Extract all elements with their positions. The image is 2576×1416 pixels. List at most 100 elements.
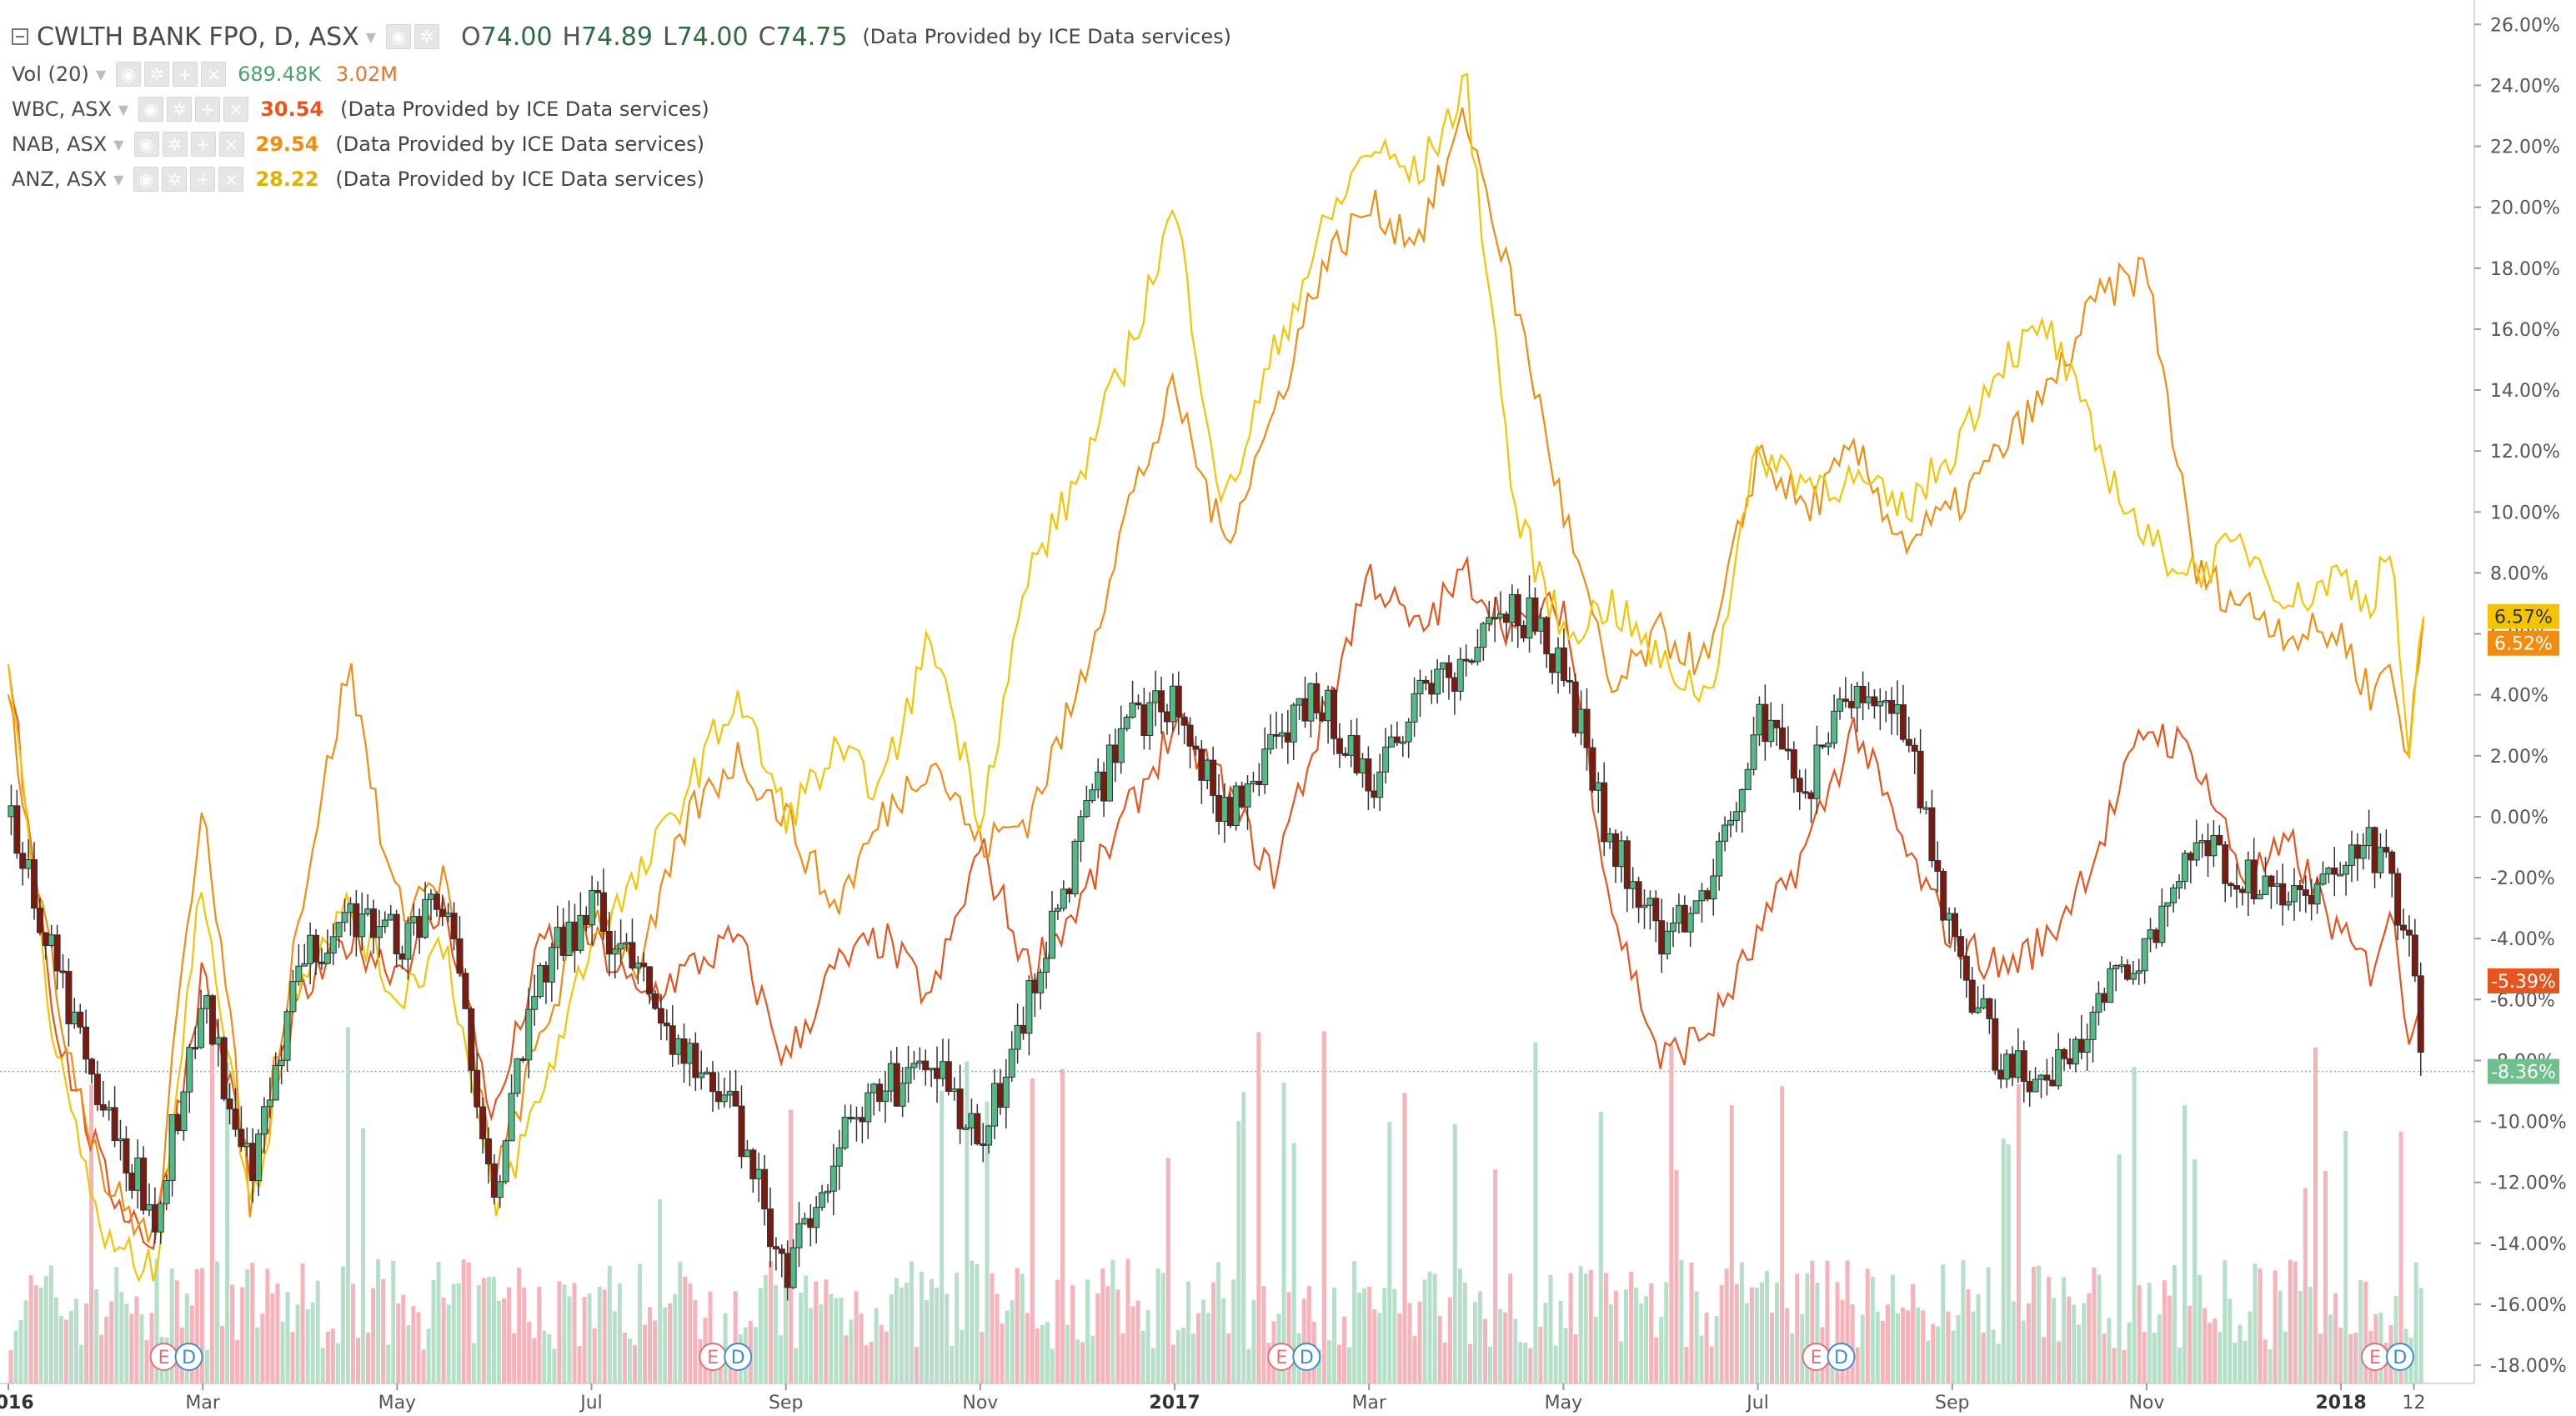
main-series-title[interactable]: CWLTH BANK FPO, D, ASX	[37, 22, 359, 52]
compare-title[interactable]: NAB, ASX	[12, 133, 108, 156]
dividend-event-circle[interactable]	[174, 1343, 203, 1371]
earnings-event-marker[interactable]: E	[1802, 1343, 1831, 1371]
legend-main-series[interactable]: CWLTH BANK FPO, D, ASX ▼ ◉ ✲ O 74.00 H 74.…	[12, 17, 1231, 57]
dividend-event-letter[interactable]: D	[731, 1348, 745, 1368]
volume-bar	[1085, 1279, 1090, 1383]
candle-body	[168, 1113, 176, 1181]
legend-volume[interactable]: Vol (20) ▼ ◉ ✲ + × 689.48K 3.02M	[12, 57, 1231, 92]
dividend-event-letter[interactable]: D	[1834, 1348, 1848, 1368]
earnings-event-marker[interactable]: E	[699, 1343, 728, 1371]
y-axis[interactable]: 26.00% 24.00% 22.00% 20.00% 18.00% 16.00% 14.0…	[2474, 15, 2567, 1377]
chevron-down-icon[interactable]: ▼	[365, 28, 377, 45]
volume-bar	[63, 1319, 68, 1383]
candle-body	[1497, 613, 1505, 618]
close-icon[interactable]: ×	[218, 167, 244, 192]
volume-bar	[1075, 1339, 1080, 1383]
volume-bar	[1392, 1288, 1397, 1383]
volume-bar	[1251, 1299, 1256, 1383]
candle-body	[2066, 1058, 2073, 1065]
gear-icon[interactable]: ✲	[162, 132, 188, 157]
candle-body	[1065, 888, 1073, 894]
plus-icon[interactable]: +	[195, 97, 221, 122]
chevron-down-icon[interactable]: ▼	[113, 136, 124, 153]
price-tag-label: -5.39%	[2491, 972, 2556, 993]
dividend-event-marker[interactable]: D	[1292, 1343, 1321, 1371]
chevron-down-icon[interactable]: ▼	[118, 101, 129, 118]
candle-body	[950, 1088, 958, 1093]
volume-bar	[1966, 1288, 1971, 1383]
volume-bar	[2097, 1274, 2102, 1383]
dividend-event-marker[interactable]: D	[2385, 1343, 2414, 1371]
compare-title[interactable]: WBC, ASX	[12, 98, 112, 121]
dividend-event-marker[interactable]: D	[724, 1343, 753, 1371]
earnings-event-marker[interactable]: E	[1267, 1343, 1296, 1371]
eye-icon[interactable]: ◉	[138, 97, 164, 122]
volume-bar	[582, 1297, 587, 1383]
volume-bar	[1956, 1314, 1961, 1383]
volume-bar	[2122, 1349, 2127, 1383]
compare-title[interactable]: ANZ, ASX	[12, 168, 108, 191]
plus-icon[interactable]: +	[173, 62, 198, 87]
dividend-event-marker[interactable]: D	[174, 1343, 203, 1371]
x-axis[interactable]: 2016 Mar May Jul Sep Nov 2017 Mar May Jul Sep Nov 20…	[0, 1383, 2426, 1413]
eye-icon[interactable]: ◉	[133, 167, 159, 192]
collapse-legend-icon[interactable]	[12, 28, 28, 45]
dividend-event-letter[interactable]: D	[182, 1348, 196, 1368]
earnings-event-letter[interactable]: E	[1275, 1348, 1287, 1368]
chevron-down-icon[interactable]: ▼	[95, 66, 107, 83]
eye-icon[interactable]: ◉	[386, 24, 412, 49]
legend-compare-anz[interactable]: ANZ, ASX ▼ ◉ ✲ + × 28.22 (Data Provided …	[12, 162, 1231, 197]
volume-bar	[904, 1283, 909, 1383]
volume-bar	[1714, 1316, 1719, 1383]
candle-body	[2228, 883, 2235, 887]
candle-body	[623, 942, 630, 945]
close-icon[interactable]: ×	[223, 97, 249, 122]
plus-icon[interactable]: +	[190, 167, 216, 192]
gear-icon[interactable]: ✲	[162, 167, 188, 192]
eye-icon[interactable]: ◉	[133, 132, 159, 157]
volume-bar	[235, 1339, 240, 1383]
dividend-event-letter[interactable]: D	[2393, 1348, 2407, 1368]
candle-body	[1284, 732, 1291, 743]
eye-icon[interactable]: ◉	[116, 62, 142, 87]
dividend-event-circle[interactable]	[1292, 1343, 1321, 1371]
candle-body	[577, 914, 584, 951]
close-icon[interactable]: ×	[201, 62, 227, 87]
earnings-event-letter[interactable]: E	[707, 1348, 719, 1368]
earnings-event-letter[interactable]: E	[2369, 1348, 2381, 1368]
price-tag-box	[2488, 968, 2559, 993]
gear-icon[interactable]: ✲	[144, 62, 170, 87]
earnings-event-letter[interactable]: E	[1811, 1348, 1822, 1368]
candle-body	[2417, 975, 2424, 1053]
legend-compare-nab[interactable]: NAB, ASX ▼ ◉ ✲ + × 29.54 (Data Provided …	[12, 127, 1231, 162]
y-tick-label: 26.00%	[2490, 15, 2560, 36]
plus-icon[interactable]: +	[190, 132, 216, 157]
volume-value: 689.48K	[238, 63, 321, 86]
earnings-event-letter[interactable]: E	[158, 1348, 170, 1368]
gear-icon[interactable]: ✲	[414, 24, 440, 49]
dividend-event-circle[interactable]	[724, 1343, 753, 1371]
earnings-event-marker[interactable]: E	[2360, 1343, 2389, 1371]
candle-body	[1180, 716, 1188, 726]
close-icon[interactable]: ×	[218, 132, 244, 157]
legend-compare-wbc[interactable]: WBC, ASX ▼ ◉ ✲ + × 30.54 (Data Provided …	[12, 92, 1231, 127]
candle-body	[283, 1011, 291, 1061]
volume-bar	[2188, 1305, 2193, 1383]
volume-bar	[1357, 1292, 1362, 1383]
volume-bar	[1130, 1306, 1135, 1383]
volume-bar	[637, 1263, 642, 1383]
dividend-event-circle[interactable]	[2385, 1343, 2414, 1371]
volume-bar	[2162, 1280, 2167, 1383]
dividend-event-letter[interactable]: D	[1300, 1348, 1314, 1368]
chevron-down-icon[interactable]: ▼	[113, 171, 124, 188]
gear-icon[interactable]: ✲	[167, 97, 193, 122]
volume-bar	[839, 1297, 844, 1383]
dividend-event-marker[interactable]: D	[1827, 1343, 1856, 1371]
earnings-event-marker[interactable]: E	[149, 1343, 178, 1371]
candle-body	[502, 1140, 509, 1183]
volume-title[interactable]: Vol (20)	[12, 63, 89, 86]
dividend-event-circle[interactable]	[1827, 1343, 1856, 1371]
